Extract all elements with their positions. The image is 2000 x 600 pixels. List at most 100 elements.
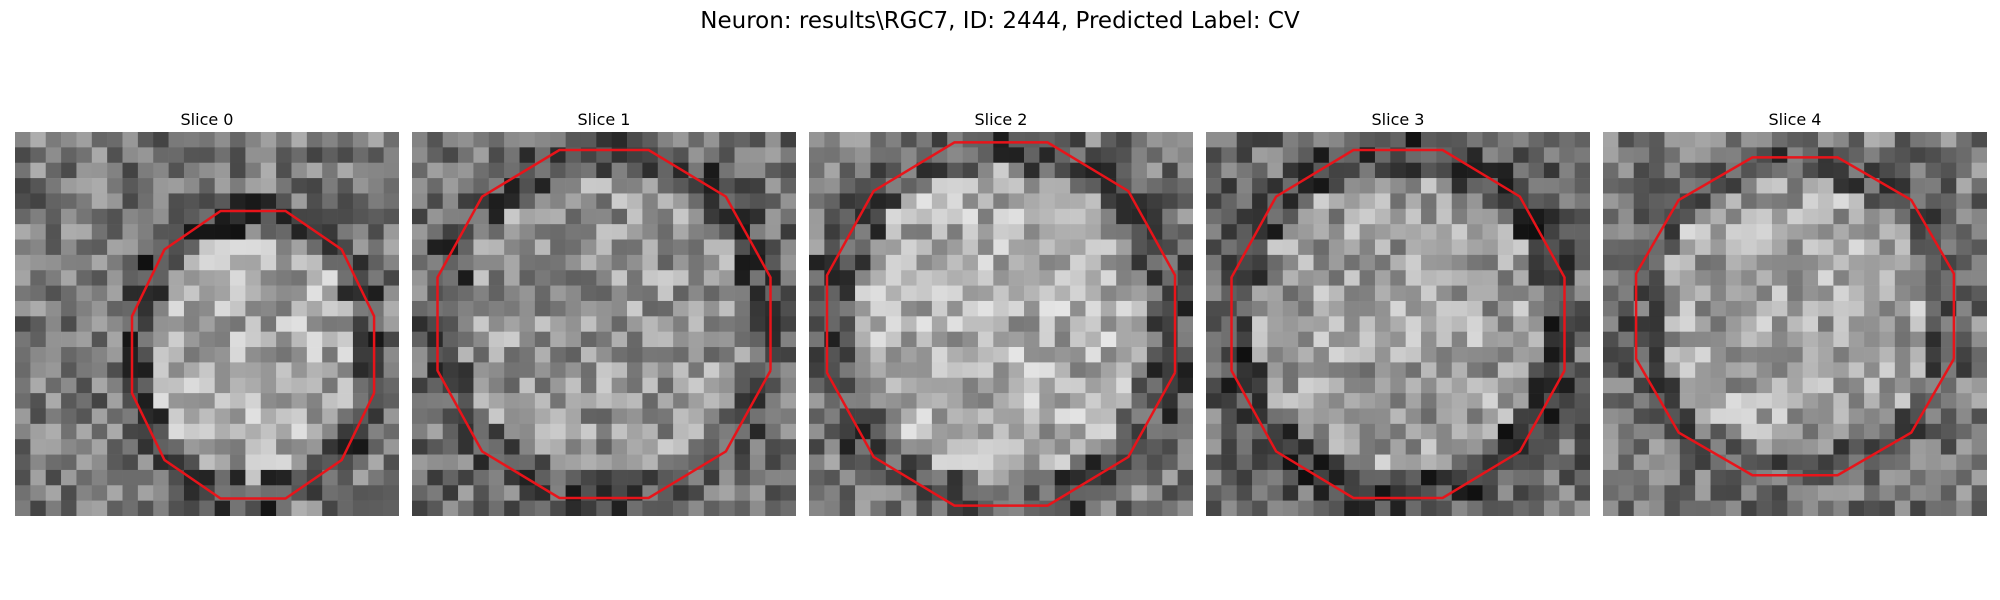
pixel	[1649, 147, 1665, 164]
pixel	[383, 147, 399, 164]
pixel	[734, 270, 751, 286]
pixel	[1787, 362, 1803, 379]
pixel	[901, 208, 917, 225]
pixel	[642, 224, 659, 240]
pixel	[1131, 500, 1148, 516]
pixel	[1787, 239, 1803, 256]
pixel	[91, 254, 108, 271]
pixel	[1482, 393, 1499, 409]
pixel	[1482, 423, 1499, 440]
pixel	[839, 270, 856, 286]
pixel	[916, 162, 933, 179]
pixel	[855, 162, 871, 179]
pixel	[1131, 239, 1148, 256]
pixel	[488, 393, 505, 409]
pixel	[1528, 178, 1545, 194]
pixel	[1282, 147, 1299, 164]
pixel	[1864, 300, 1880, 317]
pixel	[1956, 316, 1972, 332]
pixel	[916, 454, 933, 471]
pixel	[719, 147, 735, 164]
pixel	[901, 423, 917, 440]
pixel	[993, 239, 1009, 256]
pixel	[1925, 362, 1942, 379]
pixel	[611, 254, 628, 271]
pixel	[565, 331, 582, 348]
pixel	[1298, 469, 1314, 486]
pixel	[183, 208, 200, 225]
pixel	[168, 377, 185, 394]
pixel	[550, 316, 566, 332]
pixel	[719, 423, 735, 440]
pixel	[352, 239, 369, 256]
pixel	[1864, 147, 1880, 164]
pixel	[839, 162, 856, 179]
pixel	[1100, 423, 1117, 440]
pixel	[230, 377, 246, 394]
pixel	[734, 485, 751, 501]
pixel	[780, 224, 796, 240]
pixel	[749, 485, 766, 501]
pixel	[504, 439, 520, 455]
pixel	[1956, 254, 1972, 271]
pixel	[962, 500, 979, 516]
pixel	[627, 178, 643, 194]
pixel	[1771, 193, 1788, 210]
pixel	[1559, 347, 1575, 363]
pixel	[1956, 300, 1972, 317]
pixel	[839, 300, 856, 317]
pixel	[809, 439, 825, 455]
pixel	[122, 239, 139, 256]
pixel	[1910, 178, 1926, 194]
pixel	[306, 377, 323, 394]
pixel	[962, 285, 979, 302]
pixel	[1100, 331, 1117, 348]
pixel	[1679, 239, 1696, 256]
pixel	[1374, 270, 1391, 286]
pixel	[1298, 500, 1314, 516]
pixel	[1436, 147, 1453, 164]
pixel	[611, 285, 628, 302]
pixel	[1802, 285, 1819, 302]
pixel	[1236, 331, 1253, 348]
pixel	[383, 408, 399, 425]
pixel	[749, 362, 766, 379]
pixel	[61, 178, 77, 194]
pixel	[780, 423, 796, 440]
pixel	[947, 331, 963, 348]
pixel	[1956, 469, 1972, 486]
pixel	[1177, 362, 1193, 379]
pixel	[550, 439, 566, 455]
pixel	[1436, 316, 1453, 332]
pixel	[1925, 147, 1942, 164]
pixel	[734, 162, 751, 179]
pixel	[245, 347, 262, 363]
pixel	[1603, 300, 1619, 317]
pixel	[412, 316, 428, 332]
pixel	[1864, 224, 1880, 240]
pixel	[870, 270, 887, 286]
pixel	[1910, 316, 1926, 332]
pixel	[1864, 393, 1880, 409]
slice-image	[1206, 132, 1590, 516]
pixel	[1482, 193, 1499, 210]
pixel	[1236, 469, 1253, 486]
pixel	[260, 147, 277, 164]
pixel	[580, 423, 597, 440]
pixel	[383, 377, 399, 394]
pixel	[550, 224, 566, 240]
pixel	[230, 178, 246, 194]
pixel	[1298, 224, 1314, 240]
pixel	[1008, 469, 1025, 486]
pixel	[1313, 377, 1330, 394]
pixel	[1421, 162, 1437, 179]
pixel	[1085, 132, 1102, 148]
pixel	[1162, 178, 1178, 194]
pixel	[1559, 208, 1575, 225]
pixel	[809, 423, 825, 440]
pixel	[1024, 362, 1040, 379]
pixel	[824, 239, 841, 256]
pixel	[1146, 439, 1163, 455]
pixel	[1864, 254, 1880, 271]
pixel	[824, 500, 841, 516]
